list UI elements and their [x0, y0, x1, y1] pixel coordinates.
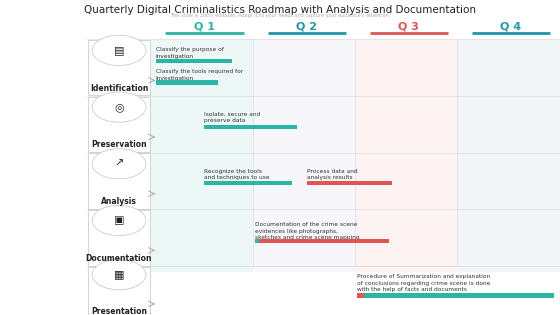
Text: Q 4: Q 4: [500, 22, 521, 32]
Bar: [204, 124, 297, 129]
Text: Isolate, secure and
preserve data: Isolate, secure and preserve data: [204, 112, 260, 123]
Bar: [204, 181, 292, 185]
Text: Presentation: Presentation: [91, 307, 147, 315]
Text: Documentation of the crime scene
evidences like photographs,
sketches and crime : Documentation of the crime scene evidenc…: [255, 222, 360, 240]
Text: Q 3: Q 3: [398, 22, 419, 32]
Bar: [355, 39, 457, 272]
Circle shape: [92, 149, 146, 179]
Bar: [457, 39, 560, 272]
Bar: [156, 80, 218, 84]
Text: Process data and
analysis results: Process data and analysis results: [307, 169, 357, 180]
Text: Quarterly Digital Criminalistics Roadmap with Analysis and Documentation: Quarterly Digital Criminalistics Roadmap…: [84, 5, 476, 15]
Text: Recognize the tools
and techniques to use: Recognize the tools and techniques to us…: [204, 169, 270, 180]
Text: Analysis: Analysis: [101, 197, 137, 206]
Text: Identification: Identification: [90, 84, 148, 93]
FancyBboxPatch shape: [88, 97, 150, 152]
Bar: [255, 239, 389, 243]
Bar: [255, 239, 389, 243]
Bar: [204, 181, 292, 185]
Text: Classify the purpose of
investigation: Classify the purpose of investigation: [156, 47, 223, 59]
Text: ▤: ▤: [114, 45, 124, 55]
Bar: [307, 181, 392, 185]
Bar: [156, 59, 232, 63]
Bar: [307, 181, 392, 185]
FancyBboxPatch shape: [88, 210, 150, 266]
Bar: [255, 239, 259, 243]
Circle shape: [92, 35, 146, 66]
FancyBboxPatch shape: [88, 40, 150, 95]
FancyBboxPatch shape: [88, 153, 150, 209]
Bar: [204, 124, 297, 129]
Text: ◎: ◎: [114, 102, 124, 112]
Text: Procedure of Summarization and explanation
of conclusions regarding crime scene : Procedure of Summarization and explanati…: [357, 274, 491, 292]
Circle shape: [92, 205, 146, 236]
Bar: [357, 294, 364, 297]
FancyBboxPatch shape: [88, 267, 150, 315]
Text: ▦: ▦: [114, 270, 124, 280]
Text: Documentation: Documentation: [86, 254, 152, 263]
Text: ↗: ↗: [114, 159, 124, 169]
Text: ▣: ▣: [114, 215, 124, 226]
Bar: [357, 294, 554, 297]
Bar: [357, 294, 554, 297]
Bar: [151, 39, 253, 272]
Text: Preservation: Preservation: [91, 140, 147, 149]
Text: Q 1: Q 1: [194, 22, 215, 32]
Text: This slide is 100% editable. Adapt it to your needs and capture your audience's : This slide is 100% editable. Adapt it to…: [170, 13, 390, 18]
Bar: [156, 59, 232, 63]
Bar: [253, 39, 355, 272]
Text: Q 2: Q 2: [296, 22, 318, 32]
Circle shape: [92, 92, 146, 122]
Circle shape: [92, 260, 146, 290]
Text: Classify the tools required for
Investigation: Classify the tools required for Investig…: [156, 69, 243, 81]
Bar: [156, 80, 218, 84]
